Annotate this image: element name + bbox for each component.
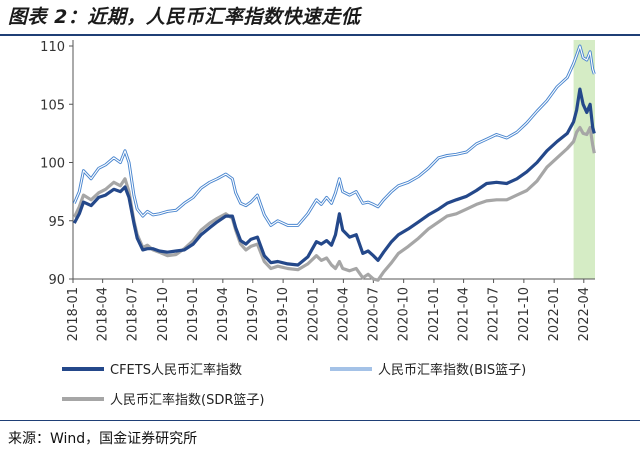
y-tick-label: 90 [48, 273, 65, 288]
title-divider [0, 34, 640, 36]
x-tick-label: 2018-01 [66, 287, 81, 341]
source-note: 来源：Wind，国金证券研究所 [8, 431, 198, 447]
x-tick-label: 2018-04 [96, 287, 111, 341]
x-tick-label: 2021-04 [457, 287, 472, 341]
legend-label-sdr: 人民币汇率指数(SDR篮子) [110, 392, 264, 408]
highlight-band [573, 40, 595, 279]
x-tick-label: 2020-07 [366, 287, 381, 341]
x-tick-label: 2019-07 [246, 287, 261, 341]
x-tick-label: 2022-04 [577, 287, 592, 341]
x-tick-label: 2020-10 [397, 287, 412, 341]
y-tick-label: 100 [40, 157, 65, 172]
y-tick-label: 105 [40, 98, 65, 113]
y-tick-label: 110 [40, 40, 65, 55]
x-tick-label: 2018-07 [126, 287, 141, 341]
x-tick-label: 2021-07 [487, 287, 502, 341]
x-tick-label: 2019-01 [186, 287, 201, 341]
x-tick-label: 2019-04 [216, 287, 231, 341]
x-tick-label: 2018-10 [156, 287, 171, 341]
x-tick-label: 2020-01 [306, 287, 321, 341]
series-line-bis-outline [72, 44, 596, 227]
line-chart: 90 95 100 105 110 2018-01 2018-04 2018-07 2018-1… [40, 40, 596, 408]
x-tick-label: 2022-01 [547, 287, 562, 341]
series-line-sdr [72, 125, 596, 282]
x-tick-label: 2021-10 [517, 287, 532, 341]
legend-label-cfets: CFETS人民币汇率指数 [110, 362, 242, 378]
legend-label-bis: 人民币汇率指数(BIS篮子) [378, 362, 526, 378]
footer-divider [0, 420, 640, 421]
x-tick-label: 2019-10 [276, 287, 291, 341]
x-tick-label: 2020-04 [336, 287, 351, 341]
y-tick-label: 95 [48, 215, 65, 230]
series-line-cfets [72, 87, 596, 267]
series-line-bis [73, 45, 595, 226]
x-tick-label: 2021-01 [427, 287, 442, 341]
chart-title: 图表 2：近期，人民币汇率指数快速走低 [8, 6, 361, 28]
